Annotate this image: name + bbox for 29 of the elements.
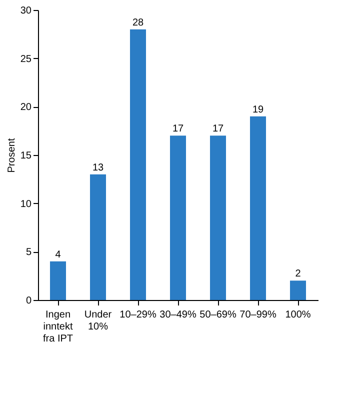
data-label: 28 [132, 17, 144, 28]
y-tick-label: 10 [20, 198, 32, 210]
y-tick-label: 20 [20, 102, 32, 114]
bar [290, 280, 306, 300]
data-label: 17 [172, 124, 184, 135]
x-tick-label: Ingen inntekt fra IPT [42, 310, 74, 344]
bar [50, 261, 66, 300]
y-tick-label: 25 [20, 54, 32, 65]
x-tick-label: 10–29% [120, 310, 156, 320]
x-tick-label: Under 10% [84, 310, 112, 332]
bar [130, 29, 146, 300]
data-label: 4 [55, 249, 62, 260]
y-tick-label: 5 [26, 247, 32, 258]
bar [210, 136, 226, 300]
x-tick-label: 70–99% [240, 310, 276, 320]
x-tick-label: 30–49% [160, 310, 196, 320]
x-tick-label: 50–69% [200, 310, 236, 320]
data-label: 2 [295, 268, 302, 280]
y-tick-label: 0 [26, 296, 32, 306]
bar [170, 136, 186, 300]
y-tick-label: 15 [20, 150, 32, 162]
y-tick-label: 30 [20, 6, 32, 16]
data-label: 19 [252, 104, 264, 116]
data-label: 13 [92, 162, 104, 174]
y-axis-title: Prosent [6, 138, 18, 173]
data-label: 17 [212, 124, 224, 135]
bar [250, 116, 266, 300]
bar [90, 174, 106, 300]
x-tick-label: 100% [285, 310, 311, 320]
